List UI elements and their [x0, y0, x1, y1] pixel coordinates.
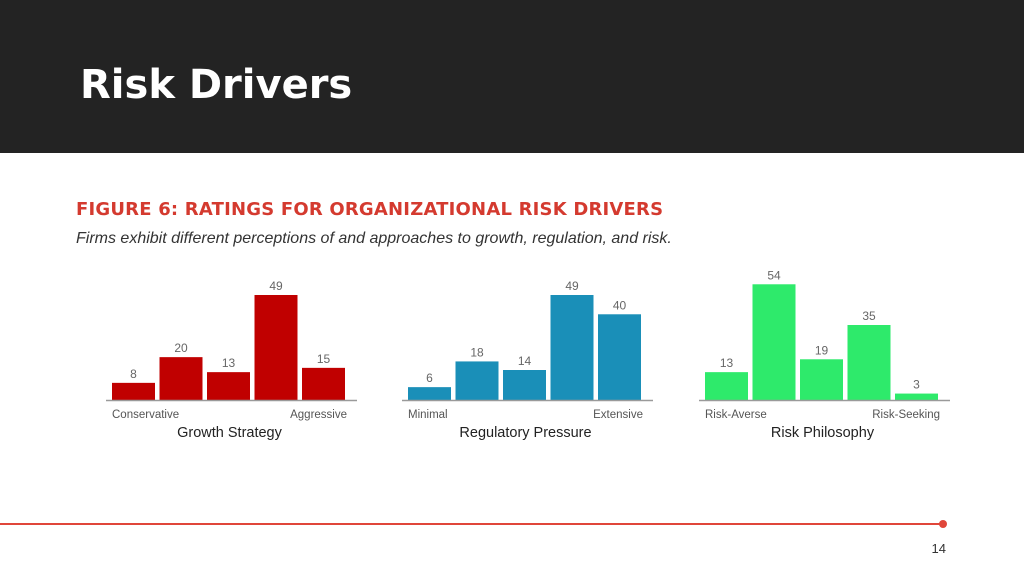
- chart-2-bar-2: [455, 361, 499, 400]
- chart-2-bar-5: [598, 314, 641, 400]
- chart-2-bar-5-value: 40: [613, 298, 627, 312]
- chart-3-bar-3: [800, 359, 843, 400]
- chart-1-scale-left-label: Conservative: [112, 409, 179, 421]
- chart-1-bar-3: [207, 372, 250, 400]
- chart-1-title: Growth Strategy: [177, 425, 283, 441]
- slide-header: [0, 0, 1024, 153]
- chart-3-scale-left-label: Risk-Averse: [705, 409, 767, 421]
- chart-2-bar-4: [550, 295, 594, 400]
- chart-1-bar-1-value: 8: [130, 367, 137, 381]
- footer-divider: [0, 523, 943, 525]
- page-number: 14: [931, 541, 946, 556]
- chart-2-bar-4-value: 49: [565, 279, 579, 293]
- chart-2-bar-3: [503, 370, 546, 400]
- chart-1-bar-5-value: 15: [317, 352, 331, 366]
- chart-3-title: Risk Philosophy: [771, 425, 875, 441]
- chart-3-bar-3-value: 19: [815, 343, 829, 357]
- slide-title: Risk Drivers: [80, 62, 353, 108]
- chart-2-bar-1-value: 6: [426, 371, 433, 385]
- chart-2-scale-right-label: Extensive: [593, 409, 643, 421]
- footer-divider-dot: [939, 520, 947, 528]
- chart-1-bar-3-value: 13: [222, 356, 236, 370]
- chart-3-bar-5: [895, 393, 938, 400]
- chart-3-bar-1: [705, 372, 748, 400]
- chart-1-bar-4-value: 49: [269, 279, 283, 293]
- chart-1-bar-2-value: 20: [174, 341, 188, 355]
- chart-3-bar-4: [847, 325, 891, 400]
- chart-2-bar-1: [408, 387, 451, 400]
- chart-1-scale-right-label: Aggressive: [290, 409, 347, 421]
- chart-1-bar-4: [254, 295, 298, 400]
- chart-2-scale-left-label: Minimal: [408, 409, 448, 421]
- chart-2-title: Regulatory Pressure: [459, 425, 591, 441]
- chart-1-bar-5: [302, 367, 345, 400]
- chart-3-bar-4-value: 35: [862, 309, 876, 323]
- figure-subtitle: Firms exhibit different perceptions of a…: [76, 230, 672, 247]
- chart-2-bar-2-value: 18: [470, 345, 484, 359]
- figure-title: FIGURE 6: RATINGS FOR ORGANIZATIONAL RIS…: [76, 199, 664, 220]
- chart-3-scale-right-label: Risk-Seeking: [872, 409, 940, 421]
- chart-3-bar-5-value: 3: [913, 378, 920, 392]
- chart-3-bar-2: [752, 284, 796, 400]
- chart-1-bar-1: [112, 382, 155, 400]
- chart-1-bar-2: [159, 357, 203, 400]
- chart-2-bar-3-value: 14: [518, 354, 532, 368]
- chart-3-bar-2-value: 54: [767, 268, 781, 282]
- chart-3-bar-1-value: 13: [720, 356, 734, 370]
